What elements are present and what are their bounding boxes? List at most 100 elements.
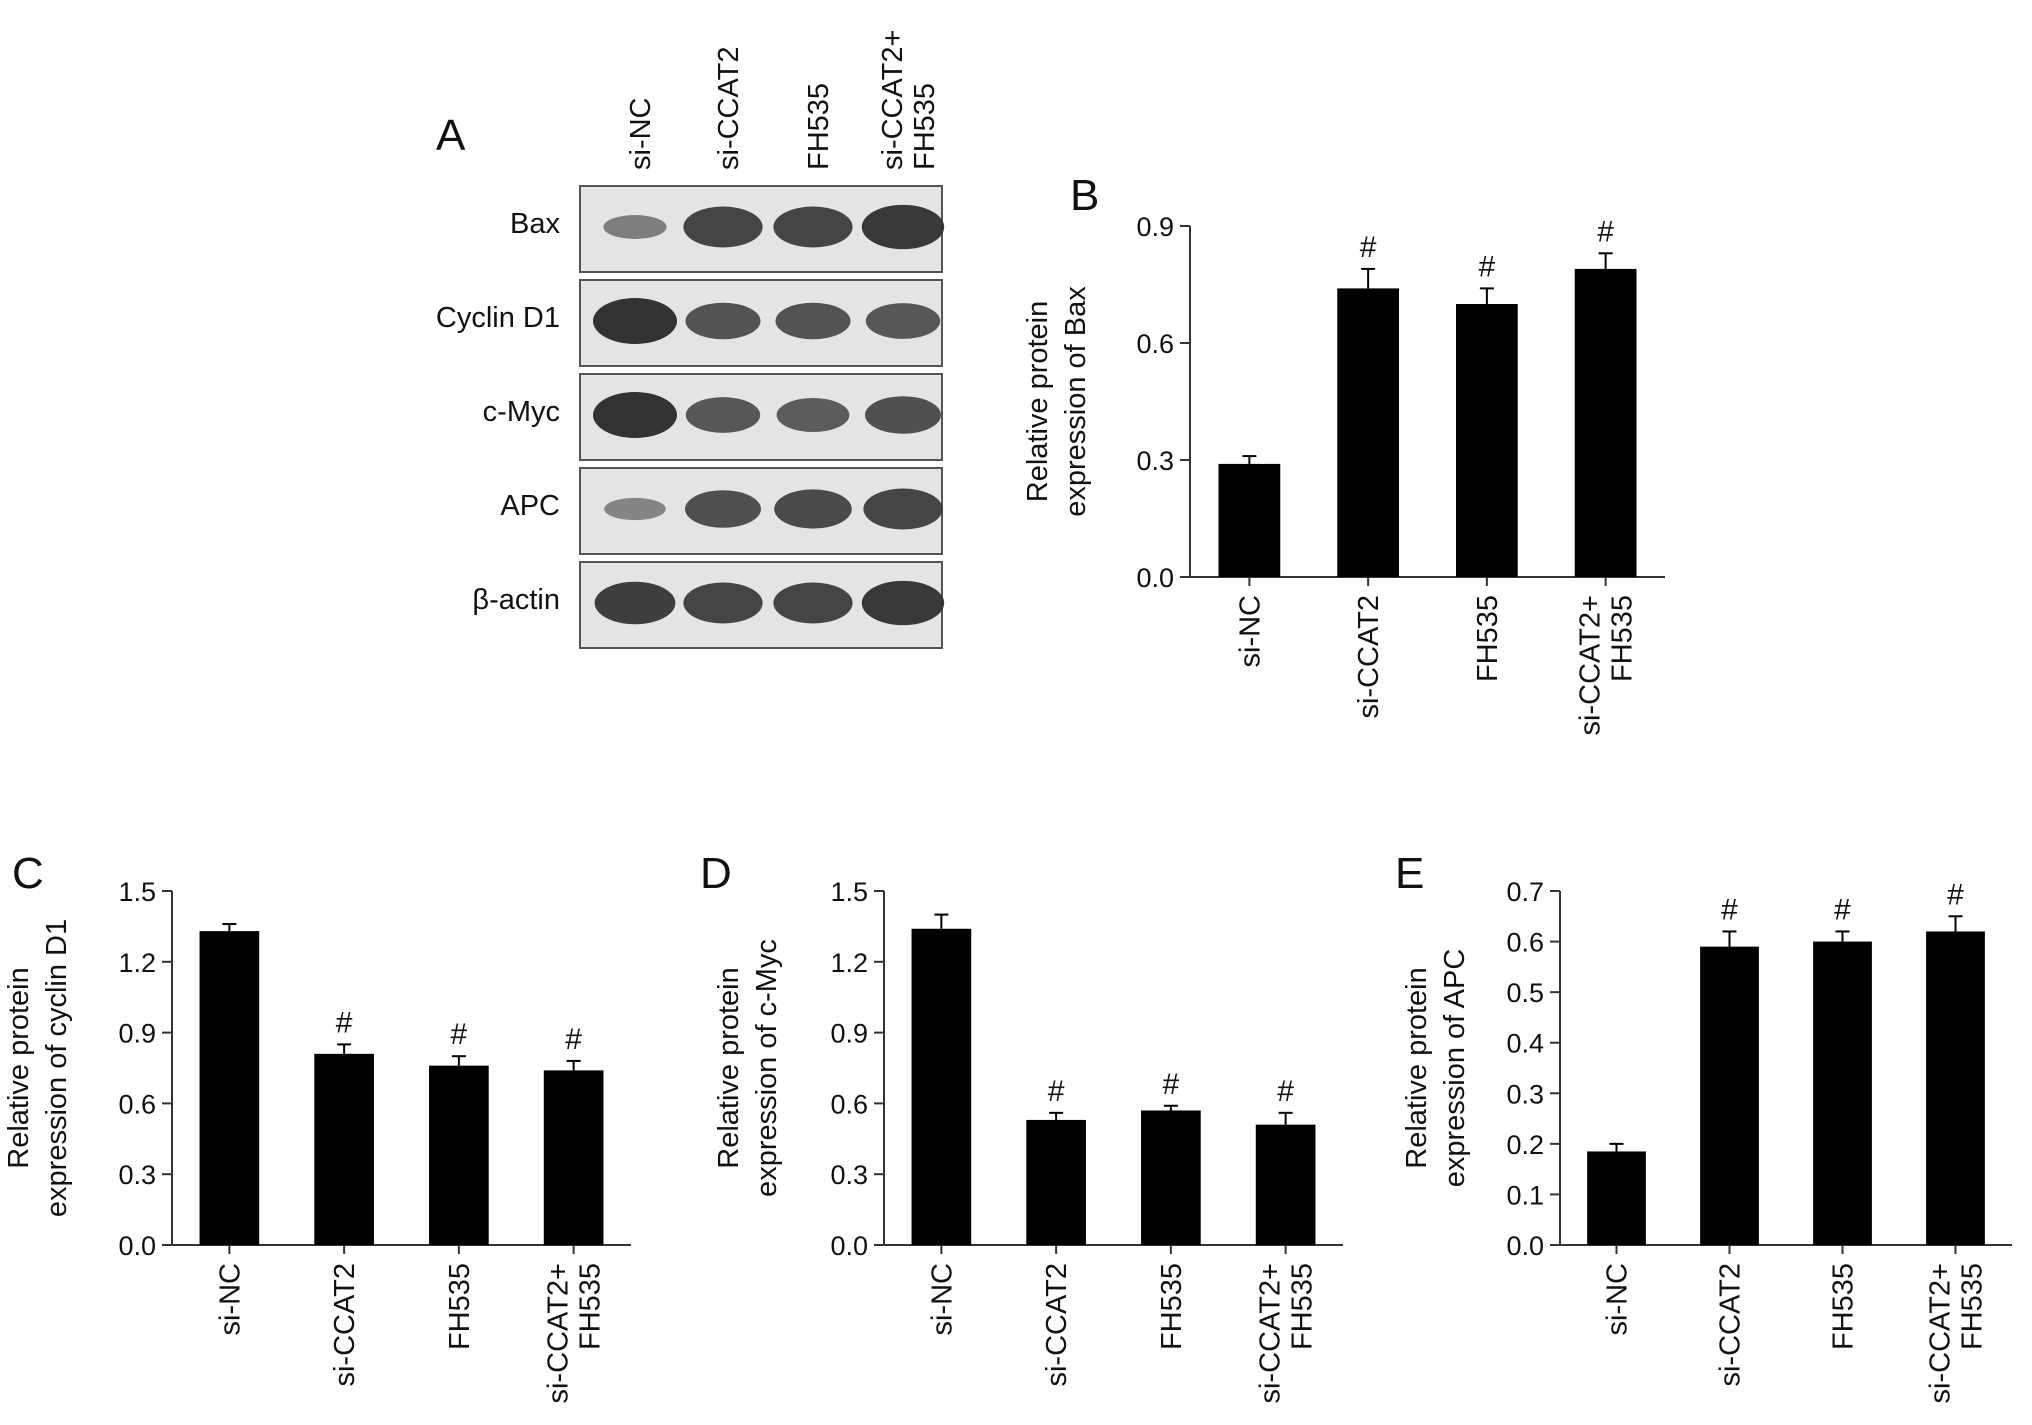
y-axis-label: expression of APC xyxy=(1439,949,1471,1188)
blot-band xyxy=(683,206,763,248)
x-tick-label: FH535 xyxy=(1828,1263,1860,1350)
y-tick-label: 1.2 xyxy=(830,948,868,978)
y-tick-label: 0.0 xyxy=(1136,563,1174,593)
blot-row: Cyclin D1 xyxy=(436,279,943,367)
blot-lane-labels: si-NC si-CCAT2 FH535 si-CCAT2+ FH535 xyxy=(625,30,941,170)
y-tick-label: 0.0 xyxy=(1506,1231,1544,1261)
blot-band xyxy=(861,204,945,250)
bar xyxy=(543,1070,604,1245)
blot-band xyxy=(685,302,761,340)
significance-marker: # xyxy=(1721,893,1738,926)
x-tick-label: si-CCAT2+ xyxy=(1255,1263,1287,1403)
x-tick-label: FH535 xyxy=(1287,1263,1319,1350)
y-tick-label: 0.6 xyxy=(118,1089,156,1119)
bar xyxy=(1337,288,1399,577)
significance-marker: # xyxy=(1947,878,1964,911)
y-tick-label: 0.0 xyxy=(830,1231,868,1261)
blot-band xyxy=(604,497,666,521)
blot-band xyxy=(593,392,677,438)
y-tick-label: 0.0 xyxy=(118,1231,156,1261)
blot-band xyxy=(861,580,945,626)
y-tick-label: 1.2 xyxy=(118,948,156,978)
x-tick-label: si-CCAT2 xyxy=(329,1263,361,1387)
panel-label: B xyxy=(1070,171,1099,220)
y-axis-label: Relative protein xyxy=(713,967,745,1169)
y-tick-label: 1.5 xyxy=(118,877,156,907)
western-blot-panel: A si-NC si-CCAT2 FH535 si-CCAT2+ FH535 BaxCy… xyxy=(436,30,945,649)
blot-protein-label: β-actin xyxy=(472,584,560,616)
y-tick-label: 0.6 xyxy=(830,1089,868,1119)
significance-marker: # xyxy=(1277,1075,1294,1108)
blot-row: Bax xyxy=(510,185,945,273)
y-tick-label: 0.4 xyxy=(1506,1029,1544,1059)
blot-band xyxy=(685,490,761,528)
blot-band xyxy=(685,397,761,433)
bar xyxy=(1574,268,1637,577)
significance-marker: # xyxy=(1479,250,1496,283)
y-axis-label: expression of cyclin D1 xyxy=(41,919,73,1217)
y-tick-label: 0.7 xyxy=(1506,877,1544,907)
x-tick-label: si-CCAT2+ xyxy=(543,1263,575,1403)
y-axis-label: Relative protein xyxy=(3,967,35,1169)
significance-marker: # xyxy=(1834,893,1851,926)
x-tick-label: si-CCAT2 xyxy=(1353,595,1385,719)
blot-band xyxy=(593,298,677,344)
y-axis-label: Relative protein xyxy=(1022,301,1054,503)
y-tick-label: 0.3 xyxy=(118,1160,156,1190)
x-tick-label: si-NC xyxy=(214,1263,246,1336)
blot-band xyxy=(773,582,853,624)
blot-band xyxy=(865,396,941,434)
blot-lane-label: si-NC xyxy=(625,98,657,171)
bar xyxy=(1813,941,1872,1245)
x-tick-label: si-CCAT2+ xyxy=(1925,1263,1957,1403)
blot-band xyxy=(776,397,850,433)
y-axis-label: expression of c-Myc xyxy=(751,939,783,1197)
x-tick-label: si-CCAT2 xyxy=(1041,1263,1073,1387)
x-tick-label: si-CCAT2 xyxy=(1715,1263,1747,1387)
blot-protein-label: c-Myc xyxy=(483,396,560,428)
bar xyxy=(1926,931,1985,1245)
x-tick-label: si-NC xyxy=(1602,1263,1634,1336)
y-tick-label: 0.5 xyxy=(1506,978,1544,1008)
bar xyxy=(1026,1119,1086,1245)
bar xyxy=(911,928,972,1245)
significance-marker: # xyxy=(565,1023,582,1056)
blot-protein-label: Cyclin D1 xyxy=(436,302,560,334)
panel-label: E xyxy=(1395,849,1424,898)
blot-row: β-actin xyxy=(472,561,945,649)
y-tick-label: 0.6 xyxy=(1136,329,1174,359)
y-tick-label: 0.3 xyxy=(1136,446,1174,476)
bar xyxy=(1587,1151,1646,1245)
y-tick-label: 0.1 xyxy=(1506,1180,1544,1210)
y-tick-label: 0.3 xyxy=(830,1160,868,1190)
y-tick-label: 0.2 xyxy=(1506,1130,1544,1160)
y-tick-label: 0.9 xyxy=(118,1019,156,1049)
blot-band xyxy=(594,581,676,625)
x-tick-label: FH535 xyxy=(1957,1263,1989,1350)
bar xyxy=(314,1053,374,1245)
significance-marker: # xyxy=(336,1006,353,1039)
bar xyxy=(199,931,260,1245)
panel-label: C xyxy=(12,849,44,898)
blot-band xyxy=(603,215,667,239)
x-tick-label: si-CCAT2+ xyxy=(1575,595,1607,735)
x-tick-label: si-NC xyxy=(926,1263,958,1336)
blot-band xyxy=(774,489,852,529)
significance-marker: # xyxy=(1360,231,1377,264)
bar xyxy=(1700,946,1759,1245)
significance-marker: # xyxy=(1597,215,1614,248)
bar xyxy=(1456,304,1518,577)
y-tick-label: 1.5 xyxy=(830,877,868,907)
blot-row: c-Myc xyxy=(483,373,943,461)
blot-lane-label: si-CCAT2+ xyxy=(877,30,909,170)
x-tick-label: si-NC xyxy=(1234,595,1266,668)
blot-row: APC xyxy=(500,467,943,555)
y-axis-label: expression of Bax xyxy=(1060,286,1092,517)
x-tick-label: FH535 xyxy=(1156,1263,1188,1350)
blot-rows: Bax Cyclin D1 c-Myc APC β-actin xyxy=(436,185,945,649)
y-tick-label: 0.9 xyxy=(1136,212,1174,242)
